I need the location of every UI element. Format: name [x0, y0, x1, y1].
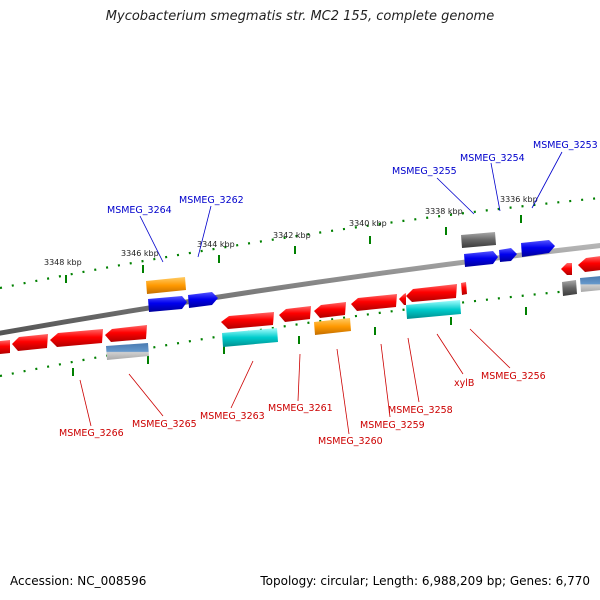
leader-line	[469, 328, 511, 369]
gene-label-top[interactable]: MSMEG_3254	[460, 153, 525, 164]
tick-label-3336: 3336 kbp	[500, 195, 538, 204]
gene-arrow-red[interactable]	[105, 325, 147, 342]
gene-label-bottom[interactable]: MSMEG_3258	[388, 405, 453, 416]
leader-line	[436, 333, 464, 375]
leader-line	[297, 353, 301, 402]
tick-label-3342: 3342 kbp	[273, 231, 311, 240]
gene-label-bottom[interactable]: MSMEG_3256	[481, 371, 546, 382]
leader-line	[531, 151, 563, 209]
major-ticks-lower	[72, 307, 527, 376]
bottom-leaders	[79, 328, 511, 435]
leader-line	[380, 343, 391, 418]
gene-label-bottom[interactable]: xylB	[454, 378, 474, 389]
gene-feature-orange[interactable]	[146, 277, 186, 294]
tick-label-3344: 3344 kbp	[197, 240, 235, 249]
gene-arrow-red[interactable]	[221, 312, 274, 329]
gene-arrow-blue[interactable]	[464, 251, 498, 267]
genome-backbone	[0, 243, 600, 336]
gene-label-bottom[interactable]: MSMEG_3263	[200, 411, 265, 422]
leader-line	[139, 215, 164, 263]
leader-line	[490, 162, 501, 212]
gene-arrow-red[interactable]	[406, 284, 457, 302]
tick-label-3340: 3340 kbp	[349, 219, 387, 228]
gene-arrow-blue[interactable]	[148, 296, 187, 312]
gene-label-bottom[interactable]: MSMEG_3266	[59, 428, 124, 439]
gene-arrow-blue[interactable]	[499, 248, 517, 262]
gene-label-top[interactable]: MSMEG_3255	[392, 166, 457, 177]
gene-feature-cyan[interactable]	[406, 300, 461, 319]
gene-feature-gray[interactable]	[461, 232, 496, 248]
gene-arrow-blue[interactable]	[521, 240, 555, 257]
leader-line	[79, 379, 92, 427]
gene-label-top[interactable]: MSMEG_3253	[533, 140, 598, 151]
tick-label-3346: 3346 kbp	[121, 249, 159, 258]
gene-arrow-red[interactable]	[578, 256, 600, 272]
accession-label: Accession: NC_008596	[10, 574, 147, 588]
gene-feature-gray[interactable]	[562, 280, 577, 296]
gene-arrow-red[interactable]	[461, 282, 467, 295]
leader-line	[197, 205, 212, 258]
gene-label-bottom[interactable]: MSMEG_3259	[360, 420, 425, 431]
gene-feature-cyan[interactable]	[222, 328, 278, 347]
map-title: Mycobacterium smegmatis str. MC2 155, co…	[105, 9, 495, 24]
tick-label-3338: 3338 kbp	[425, 207, 463, 216]
leader-line	[336, 348, 350, 435]
tick-label-3348: 3348 kbp	[44, 258, 82, 267]
gene-feature-steel[interactable]	[106, 343, 149, 360]
gene-feature-orange[interactable]	[314, 318, 351, 335]
leader-line	[436, 177, 475, 215]
gene-arrow-blue[interactable]	[188, 292, 218, 308]
gene-label-top[interactable]: MSMEG_3264	[107, 205, 172, 216]
leader-line	[230, 360, 254, 409]
gene-arrow-red[interactable]	[50, 329, 103, 347]
scale-arc-upper	[0, 196, 600, 290]
leader-line	[407, 337, 420, 403]
gene-feature-steel[interactable]	[580, 276, 600, 292]
gene-label-bottom[interactable]: MSMEG_3261	[268, 403, 333, 414]
genome-summary: Topology: circular; Length: 6,988,209 bp…	[260, 574, 590, 588]
gene-label-top[interactable]: MSMEG_3262	[179, 195, 244, 206]
major-ticks-upper	[65, 215, 522, 283]
gene-arrow-red[interactable]	[12, 334, 48, 351]
gene-arrow-red[interactable]	[561, 263, 572, 275]
gene-label-bottom[interactable]: MSMEG_3260	[318, 436, 383, 447]
gene-arrow-red[interactable]	[0, 340, 10, 354]
top-leaders	[139, 151, 563, 263]
gene-arrow-red[interactable]	[314, 302, 346, 318]
gene-arrow-red[interactable]	[279, 306, 311, 322]
leader-line	[128, 373, 164, 417]
gene-arrow-red[interactable]	[351, 294, 397, 311]
gene-arrow-red[interactable]	[399, 293, 406, 305]
scale-arc-lower	[0, 286, 600, 378]
gene-label-bottom[interactable]: MSMEG_3265	[132, 419, 197, 430]
